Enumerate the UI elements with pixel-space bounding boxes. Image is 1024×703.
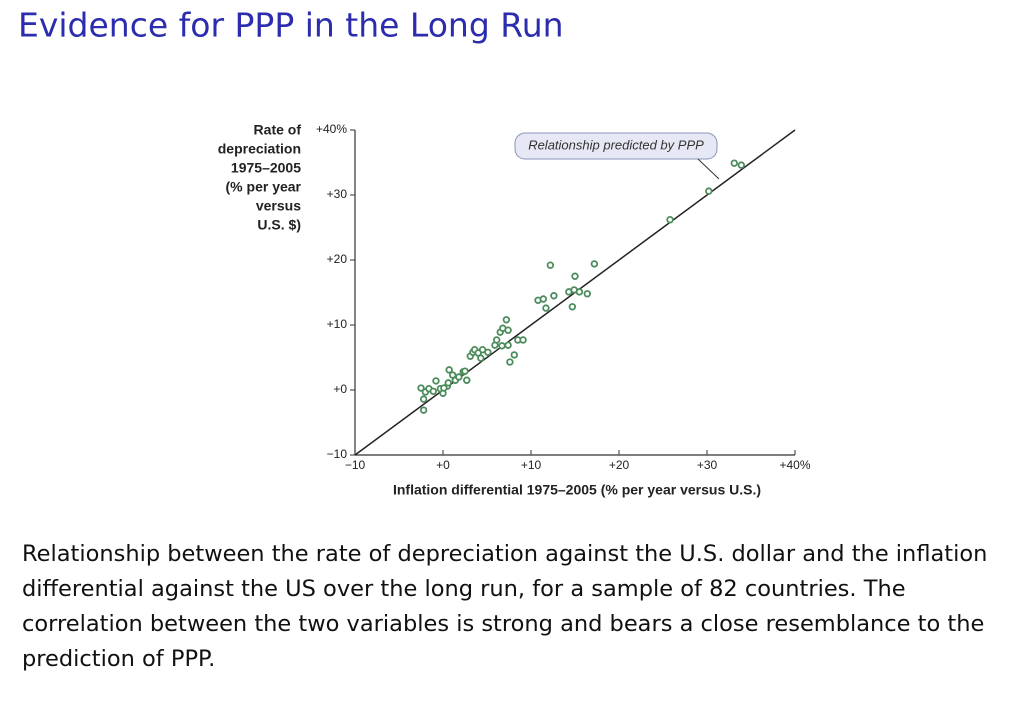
y-axis-label: versus: [256, 198, 301, 214]
y-tick-label: +20: [327, 252, 348, 266]
y-tick-label: −10: [327, 447, 348, 461]
point: [461, 367, 469, 375]
point: [705, 187, 713, 195]
y-axis-label: Rate of: [254, 122, 302, 138]
point: [417, 384, 425, 392]
y-tick-label: +40%: [316, 122, 347, 136]
y-tick-label: +10: [327, 317, 348, 331]
point: [590, 260, 599, 268]
point: [737, 161, 746, 169]
y-axis-label: U.S. $): [257, 217, 301, 233]
x-tick-label: +10: [521, 458, 542, 472]
point: [502, 316, 511, 324]
x-tick-label: −10: [345, 458, 366, 472]
point: [550, 292, 558, 300]
annotation-box: [514, 132, 718, 160]
point: [445, 366, 453, 374]
point: [463, 376, 471, 384]
y-axis-label: 1975–2005: [231, 160, 301, 176]
point: [419, 406, 428, 414]
y-axis-label: (% per year: [226, 179, 302, 195]
point: [666, 215, 674, 224]
point: [571, 272, 579, 280]
annotation: Relationship predicted by PPP: [528, 137, 704, 152]
point: [583, 290, 592, 298]
slide-title: Evidence for PPP in the Long Run: [18, 6, 564, 45]
point: [506, 358, 514, 366]
x-tick-label: +30: [697, 458, 718, 472]
point: [568, 303, 577, 311]
point: [440, 384, 448, 392]
point: [492, 336, 501, 344]
caption: Relationship between the rate of depreci…: [22, 541, 988, 672]
y-tick-label: +0: [333, 382, 347, 396]
point: [498, 342, 506, 350]
point: [730, 159, 738, 167]
y-tick-label: +30: [327, 187, 348, 201]
point: [519, 336, 527, 344]
point: [504, 326, 512, 334]
point: [542, 304, 550, 312]
point: [455, 373, 463, 381]
point: [575, 288, 584, 296]
y-axis-label: depreciation: [218, 141, 301, 157]
point: [444, 379, 452, 387]
point: [539, 295, 548, 303]
annotation-pointer: [697, 158, 720, 180]
x-tick-label: +0: [436, 458, 450, 472]
point: [484, 348, 492, 356]
x-tick-label: +40%: [779, 458, 810, 472]
x-axis-label: Inflation differential 1975–2005 (% per …: [393, 482, 761, 498]
point: [429, 387, 438, 395]
point: [546, 261, 555, 269]
point: [432, 377, 440, 385]
point: [419, 395, 428, 403]
point: [510, 351, 518, 359]
point: [477, 354, 485, 362]
x-tick-label: +20: [609, 458, 630, 472]
point: [504, 341, 512, 349]
